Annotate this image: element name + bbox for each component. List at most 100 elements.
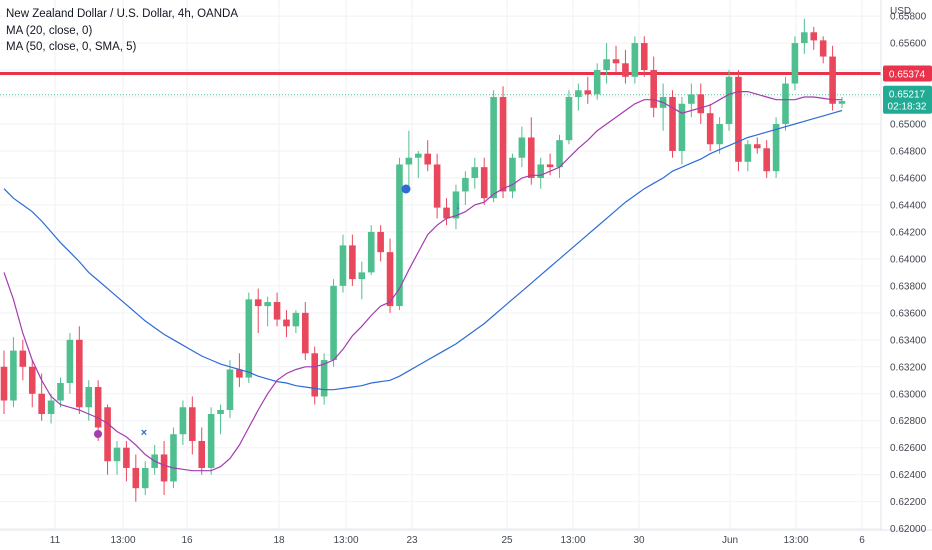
candle-body [57,382,64,401]
candle-body [424,153,432,165]
candle-body [688,94,695,104]
candle-body [311,353,319,397]
candle-body [480,167,488,199]
arrow-down-icon: ↓ [455,200,461,212]
level-price-tag [883,65,932,82]
candle-body [405,157,413,165]
y-tick-label: 0.65800 [890,12,927,23]
x-tick-label: 13:00 [560,535,585,546]
candle-body [283,319,290,327]
candle-body [141,467,149,489]
moving-average-lines [3,90,843,472]
candle-body [443,207,450,219]
candle-body [349,245,356,280]
x-tick-label: 18 [273,535,285,546]
ma20-legend[interactable]: MA (20, close, 0) [6,24,93,37]
event-dot-icon [94,430,102,438]
ma50-legend[interactable]: MA (50, close, 0, SMA, 5) [6,41,137,53]
candle-body [236,369,243,378]
candle-body [179,407,187,435]
x-tick-label: 25 [501,535,513,546]
y-tick-label: 0.62600 [890,443,927,454]
candle-body [593,70,601,95]
x-tick-label: 13:00 [783,535,808,546]
candle-body [650,70,657,108]
candle-body [292,312,300,327]
candle-body [47,400,55,414]
candle-body [160,454,168,482]
candle-body [10,350,17,401]
chart-axes: USD [0,0,932,531]
candle-body [170,434,177,482]
y-tick-label: 0.64000 [890,254,927,265]
currency-label: USD [890,6,911,17]
candle-body [697,94,705,114]
price-axis[interactable]: 0.62000 0.62200 0.62400 0.62600 0.62800 0.630… [890,12,927,536]
candle-body [716,124,723,145]
candle-body [490,97,497,199]
candle-body [772,124,780,172]
candle-body [518,137,526,158]
candle-body [414,153,422,158]
y-tick-label: 0.65600 [890,39,927,50]
candle-body [631,43,639,77]
candle-body [339,245,347,286]
y-tick-label: 0.63400 [890,335,927,346]
x-tick-label: 13:00 [333,535,358,546]
candle-body [38,393,45,414]
candle-body [584,90,592,95]
ma20-line [3,90,842,472]
candle-body [254,299,262,307]
candle-body [452,191,460,219]
candle-body [273,302,281,320]
candle-body [302,312,309,354]
candle-body [527,137,535,178]
candle-body [377,231,384,253]
candle-body [753,144,761,149]
candle-body [706,113,714,145]
info-marker-icon [401,184,411,194]
candle-body [819,40,827,57]
candle-body [386,252,394,307]
candle-body [603,59,610,71]
x-tick-label: 11 [50,535,61,546]
candle-body [838,101,846,104]
candle-body [264,302,271,307]
event-markers: ×↓ [94,184,461,439]
y-tick-label: 0.64600 [890,173,927,184]
candle-body [725,76,733,124]
candle-body [104,407,111,462]
chart-grid [0,0,881,530]
candle-body [198,440,206,468]
y-tick-label: 0.62000 [890,524,927,535]
candle-body [782,83,789,124]
x-tick-label: 16 [181,535,193,546]
symbol-title[interactable]: New Zealand Dollar / U.S. Dollar, 4h, OA… [6,8,239,20]
x-tick-label: 13:00 [110,535,135,546]
candle-body [76,339,83,408]
candle-body [217,409,224,414]
candle-body [622,63,629,77]
candle-body [245,299,253,378]
candle-body [66,339,74,383]
candle-body [565,97,573,141]
x-tick-label: 23 [406,535,418,546]
candle-series [0,18,846,502]
y-tick-label: 0.64200 [890,227,927,238]
candle-body [669,97,676,151]
y-tick-label: 0.62800 [890,416,927,427]
candle-body [744,144,752,162]
time-axis[interactable]: 11 13:00 16 18 13:00 23 25 13:00 30 Jun 13:00 6 [50,535,865,546]
candle-body [735,76,742,162]
candle-body [556,140,563,168]
level-price-label: 0.65374 [889,70,926,81]
candle-body [462,177,469,192]
candle-body [829,56,836,104]
candle-body [546,164,554,168]
y-tick-label: 0.65000 [890,120,927,131]
candle-body [28,366,36,394]
candle-body [433,164,441,208]
candle-body [123,447,130,468]
